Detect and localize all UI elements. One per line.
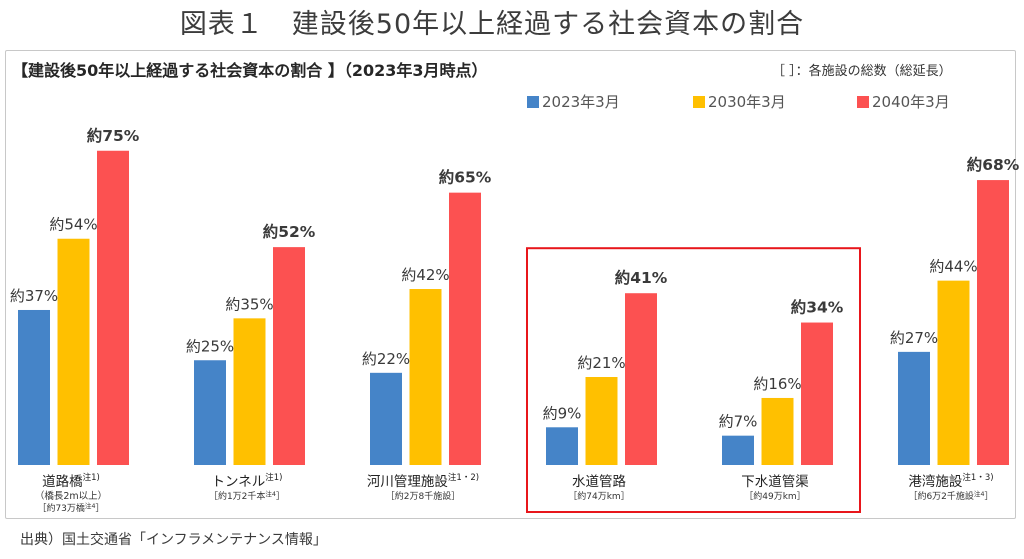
category-total-count: ［約2万8千施設 bbox=[386, 490, 451, 502]
bar-series2-category4 bbox=[585, 377, 618, 465]
category-total-close: ］ bbox=[621, 491, 630, 502]
bar-series2-category2 bbox=[233, 318, 266, 465]
legend-item-2023: 2023年3月 bbox=[527, 92, 620, 112]
category-footnote: 注1・3) bbox=[962, 472, 993, 483]
bar-series2-category5 bbox=[761, 397, 794, 465]
bar-series3-category5 bbox=[801, 322, 833, 465]
category-label: 河川管理施設注1・2) bbox=[367, 472, 479, 490]
value-label: 約25% bbox=[186, 337, 234, 355]
category-total: ［約2万8千施設］ bbox=[386, 490, 460, 502]
category-name: トンネル bbox=[212, 474, 266, 490]
legend-label-2030: 2030年3月 bbox=[708, 93, 786, 111]
legend-item-2030: 2030年3月 bbox=[693, 92, 786, 112]
legend-swatch-2023 bbox=[527, 96, 539, 108]
legend-item-2040: 2040年3月 bbox=[857, 92, 950, 112]
bar-series1-category4 bbox=[546, 427, 578, 465]
value-label: 約42% bbox=[401, 266, 449, 284]
category-name: 道路橋 bbox=[42, 474, 83, 490]
bar-series3-category2 bbox=[273, 247, 305, 465]
bar-series1-category2 bbox=[194, 360, 226, 465]
bar-series2-category3 bbox=[409, 289, 442, 465]
category-total-close: ］ bbox=[96, 503, 105, 514]
category-total-footnote: 注4 bbox=[974, 489, 985, 498]
value-label: 約41% bbox=[615, 268, 668, 287]
value-label: 約68% bbox=[967, 155, 1020, 174]
legend-label-2040: 2040年3月 bbox=[872, 93, 950, 111]
source-note: 出典）国土交通省「インフラメンテナンス情報」 bbox=[20, 532, 327, 548]
bar-series3-category3 bbox=[449, 192, 481, 465]
value-label: 約65% bbox=[439, 168, 492, 187]
category-total-count: ［約6万2千施設 bbox=[908, 490, 973, 502]
value-label: 約9% bbox=[543, 404, 582, 422]
legend-swatch-2040 bbox=[857, 96, 869, 108]
category-total-close: ］ bbox=[985, 491, 994, 502]
value-label: 約7% bbox=[719, 413, 758, 431]
bar-group: 約37%約54%約75%道路橋注1)（橋長2m以上）［約73万橋注4］ bbox=[10, 126, 140, 514]
category-total-close: ］ bbox=[797, 491, 806, 502]
category-footnote: 注1) bbox=[83, 472, 100, 483]
category-label: 道路橋注1) bbox=[42, 472, 100, 490]
category-total-footnote: 注4 bbox=[265, 489, 276, 498]
bar-series2-category6 bbox=[937, 280, 970, 465]
category-total: ［約6万2千施設注4］ bbox=[908, 489, 993, 502]
bar-group: 約27%約44%約68%港湾施設注1・3)［約6万2千施設注4］ bbox=[890, 155, 1020, 502]
highlight-box bbox=[526, 247, 861, 514]
legend-label-2023: 2023年3月 bbox=[542, 93, 620, 111]
value-label: 約16% bbox=[753, 375, 801, 393]
value-label: 約44% bbox=[929, 258, 977, 276]
chart-title: 【建設後50年以上経過する社会資本の割合 】（2023年3月時点） bbox=[12, 61, 488, 80]
value-label: 約35% bbox=[225, 295, 273, 313]
category-label: 下水道管渠 bbox=[741, 474, 809, 490]
bar-group: 約9% 約21% 約41% 水道管路［約74万km］ bbox=[543, 268, 668, 502]
category-total-count: ［約73万橋 bbox=[37, 502, 84, 514]
bar-group: 約25%約35%約52%トンネル注1)［約1万2千本注4］ bbox=[186, 222, 316, 502]
value-label: 約22% bbox=[362, 350, 410, 368]
value-label: 約34% bbox=[791, 298, 844, 317]
value-label: 約54% bbox=[49, 216, 97, 234]
bar-group: 約22%約42%約65%河川管理施設注1・2)［約2万8千施設］ bbox=[362, 168, 492, 502]
category-total: ［約74万km］ bbox=[568, 490, 629, 502]
category-name: 河川管理施設 bbox=[367, 474, 448, 490]
category-name: 下水道管渠 bbox=[741, 474, 809, 490]
bar-series3-category1 bbox=[97, 150, 129, 465]
category-name: 港湾施設 bbox=[908, 473, 962, 490]
category-total-count: ［約74万km bbox=[568, 490, 620, 502]
value-label: 約21% bbox=[577, 354, 625, 372]
bar-series2-category1 bbox=[57, 238, 90, 465]
category-label: 港湾施設注1・3) bbox=[908, 472, 993, 490]
category-detail: （橋長2m以上） bbox=[35, 490, 107, 502]
bar-series1-category1 bbox=[18, 309, 50, 465]
category-total-count: ［約49万km bbox=[744, 490, 796, 502]
value-label: 約37% bbox=[10, 287, 58, 305]
category-total: ［約49万km］ bbox=[744, 490, 805, 502]
category-total-count: ［約1万2千本 bbox=[209, 490, 265, 502]
bar-series1-category6 bbox=[898, 351, 930, 465]
total-count-note: ［ ］：各施設の総数（総延長） bbox=[772, 64, 952, 79]
category-total-close: ］ bbox=[451, 491, 460, 502]
value-label: 約75% bbox=[87, 126, 140, 145]
chart-frame bbox=[5, 50, 1016, 519]
bar-series1-category3 bbox=[370, 372, 402, 465]
category-footnote: 注1・2) bbox=[448, 472, 479, 483]
category-total-footnote: 注4 bbox=[85, 501, 96, 510]
category-total: ［約73万橋注4］ bbox=[37, 501, 104, 514]
value-label: 約27% bbox=[890, 329, 938, 347]
bar-series3-category4 bbox=[625, 293, 657, 465]
category-total-close: ］ bbox=[276, 491, 285, 502]
category-name: 水道管路 bbox=[572, 474, 626, 490]
legend-swatch-2030 bbox=[693, 96, 705, 108]
category-label: 水道管路 bbox=[572, 474, 626, 490]
category-footnote: 注1) bbox=[265, 472, 282, 483]
bar-series1-category5 bbox=[722, 435, 754, 465]
value-label: 約52% bbox=[263, 222, 316, 241]
category-label: トンネル注1) bbox=[212, 472, 283, 490]
category-total: ［約1万2千本注4］ bbox=[209, 489, 285, 502]
bar-series3-category6 bbox=[977, 180, 1009, 465]
figure-title: 図表１ 建設後50年以上経過する社会資本の割合 bbox=[179, 9, 805, 40]
bar-group: 約7% 約16% 約34% 下水道管渠［約49万km］ bbox=[719, 298, 844, 502]
